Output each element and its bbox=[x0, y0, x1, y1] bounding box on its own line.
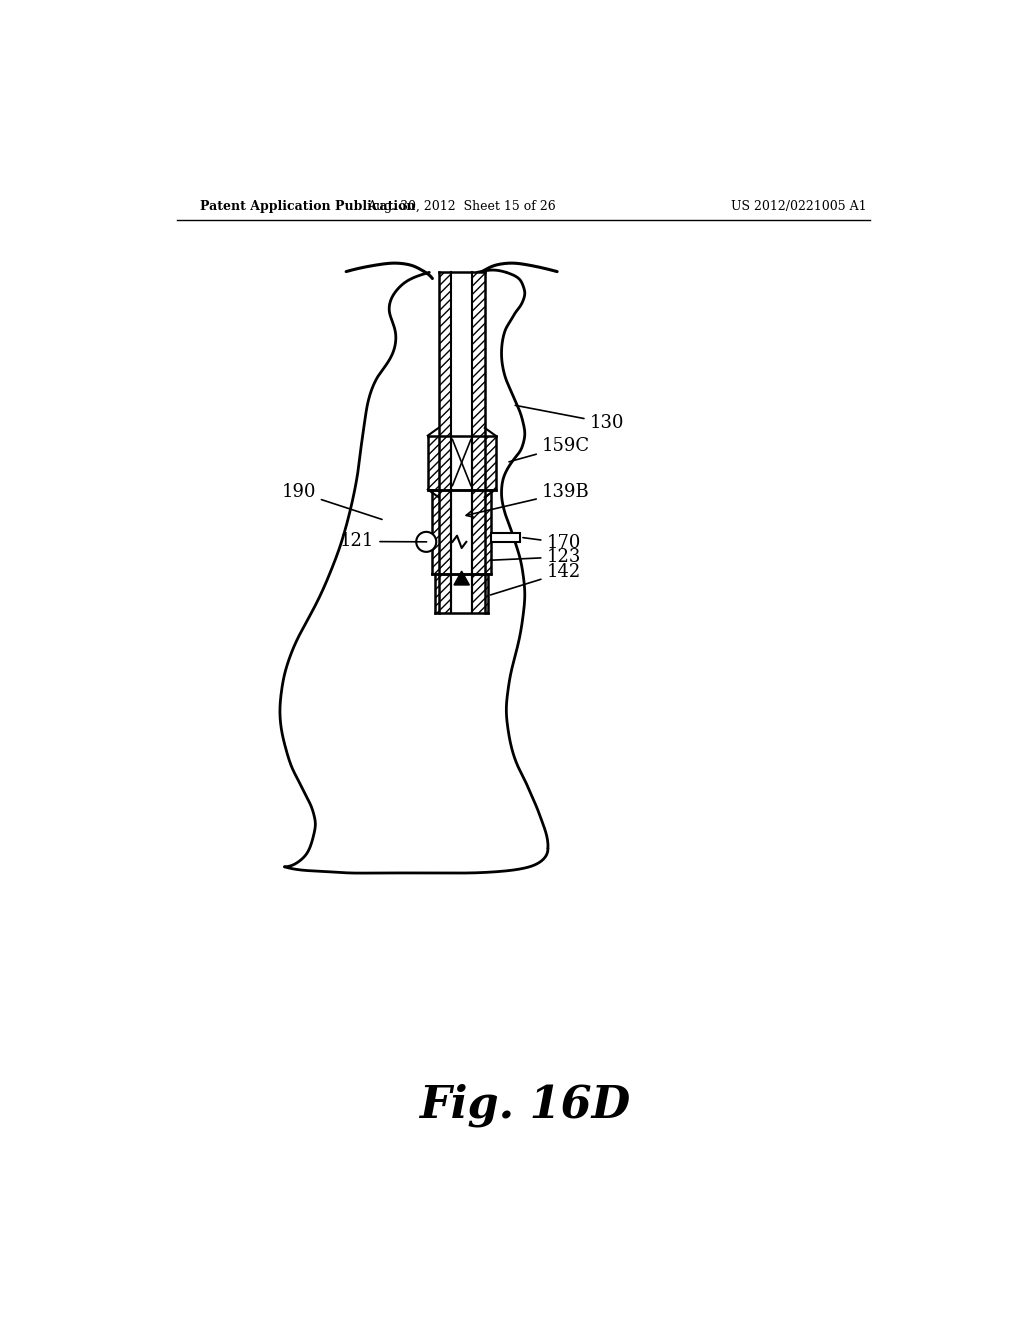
Text: 159C: 159C bbox=[509, 437, 590, 462]
Bar bbox=[428, 436, 496, 490]
Text: Patent Application Publication: Patent Application Publication bbox=[200, 199, 416, 213]
Bar bbox=[435, 574, 451, 612]
Circle shape bbox=[416, 532, 436, 552]
Text: 139B: 139B bbox=[466, 483, 590, 517]
Bar bbox=[438, 272, 484, 612]
Text: 130: 130 bbox=[515, 405, 624, 432]
Bar bbox=[472, 272, 484, 612]
Text: 190: 190 bbox=[282, 483, 382, 520]
Bar bbox=[435, 574, 487, 612]
Bar bbox=[432, 490, 451, 574]
Bar bbox=[428, 436, 451, 490]
Polygon shape bbox=[454, 572, 469, 585]
Bar bbox=[451, 490, 472, 574]
Bar bbox=[451, 272, 472, 612]
Text: 170: 170 bbox=[523, 535, 581, 552]
Text: US 2012/0221005 A1: US 2012/0221005 A1 bbox=[731, 199, 866, 213]
Text: Fig. 16D: Fig. 16D bbox=[419, 1084, 631, 1127]
Text: 123: 123 bbox=[490, 548, 581, 566]
Text: 142: 142 bbox=[490, 564, 581, 595]
Text: Aug. 30, 2012  Sheet 15 of 26: Aug. 30, 2012 Sheet 15 of 26 bbox=[368, 199, 556, 213]
Bar bbox=[451, 574, 472, 612]
Bar bbox=[472, 436, 496, 490]
Bar bbox=[472, 574, 487, 612]
Bar bbox=[438, 272, 451, 612]
Bar bbox=[451, 436, 472, 490]
Bar bbox=[432, 490, 490, 574]
Bar bbox=[490, 533, 520, 543]
Bar bbox=[472, 490, 490, 574]
Text: 121: 121 bbox=[340, 532, 427, 550]
